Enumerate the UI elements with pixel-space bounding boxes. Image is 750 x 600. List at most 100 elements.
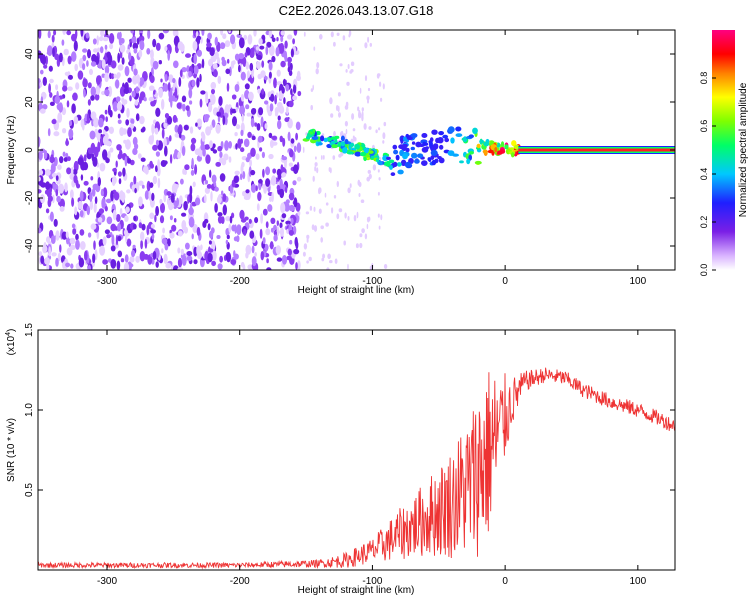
noise-blob: [253, 30, 257, 37]
noise-blob: [199, 73, 202, 83]
noise-blob: [217, 115, 221, 123]
noise-blob: [264, 100, 269, 105]
noise-blob: [292, 38, 295, 45]
noise-blob: [155, 139, 160, 146]
noise-blob: [215, 123, 221, 134]
noise-blob: [160, 202, 165, 214]
spectrogram-ridge: [302, 126, 675, 177]
noise-blob: [268, 71, 272, 79]
noise-blob: [163, 122, 168, 129]
noise-blob: [89, 130, 96, 140]
ridge-blob: [427, 157, 432, 162]
noise-blob: [93, 117, 99, 128]
noise-blob: [247, 131, 252, 138]
x-tick-label: -200: [230, 576, 250, 587]
noise-blob: [85, 32, 90, 39]
noise-blob: [219, 173, 226, 182]
noise-blob: [126, 107, 130, 118]
noise-blob: [217, 212, 223, 217]
noise-blob: [40, 255, 45, 264]
noise-blob: [62, 128, 67, 134]
noise-blob: [196, 49, 202, 57]
noise-blob: [43, 150, 48, 160]
noise-blob: [170, 96, 173, 108]
noise-blob: [83, 154, 87, 162]
noise-blob: [336, 32, 340, 36]
noise-blob: [239, 209, 245, 220]
noise-blob: [313, 206, 316, 212]
noise-blob: [130, 30, 134, 34]
noise-blob: [104, 89, 110, 96]
noise-blob: [107, 150, 111, 159]
noise-blob: [140, 231, 145, 241]
noise-blob: [347, 64, 350, 69]
y-tick-label: 20: [24, 96, 35, 108]
noise-blob: [243, 138, 250, 148]
noise-blob: [361, 228, 365, 234]
noise-blob: [277, 115, 281, 121]
noise-blob: [378, 127, 381, 131]
noise-blob: [277, 119, 282, 130]
ridge-blob: [320, 135, 325, 142]
noise-blob: [216, 111, 221, 117]
noise-blob: [38, 251, 43, 257]
noise-blob: [92, 183, 99, 190]
noise-blob: [101, 59, 106, 69]
noise-blob: [283, 97, 286, 105]
noise-blob: [189, 126, 194, 134]
noise-blob: [118, 178, 122, 185]
noise-blob: [158, 87, 164, 98]
noise-blob: [288, 192, 295, 201]
ridge-blob: [447, 126, 455, 133]
noise-blob: [366, 95, 370, 101]
noise-blob: [49, 101, 55, 107]
noise-blob: [183, 200, 188, 211]
noise-blob: [366, 223, 369, 230]
noise-blob: [169, 135, 172, 142]
ridge-blob: [414, 159, 420, 164]
noise-blob: [104, 72, 109, 83]
noise-blob: [91, 187, 96, 197]
noise-blob: [130, 118, 135, 125]
noise-blob: [154, 127, 159, 135]
noise-blob: [51, 34, 55, 43]
noise-blob: [214, 186, 219, 192]
noise-blob: [161, 98, 165, 110]
noise-blob: [149, 160, 153, 168]
noise-blob: [222, 115, 226, 126]
noise-blob: [167, 50, 171, 61]
noise-blob: [230, 259, 237, 265]
noise-blob: [216, 235, 221, 239]
ridge-blob: [476, 143, 481, 149]
noise-blob: [358, 109, 361, 117]
noise-blob: [166, 115, 173, 125]
noise-blob: [357, 106, 360, 112]
noise-blob: [329, 97, 333, 105]
noise-blob: [279, 178, 283, 190]
noise-blob: [176, 102, 182, 109]
noise-blob: [73, 160, 79, 172]
noise-blob: [101, 197, 106, 209]
noise-blob: [42, 76, 47, 86]
noise-blob: [105, 198, 112, 204]
noise-blob: [66, 100, 70, 108]
y-tick-label: 0.5: [24, 483, 35, 497]
noise-blob: [102, 187, 108, 198]
noise-blob: [214, 36, 218, 47]
noise-blob: [79, 229, 85, 236]
ridge-blob: [402, 143, 408, 148]
ridge-blob: [439, 144, 444, 150]
noise-blob: [251, 69, 254, 79]
noise-blob: [368, 216, 371, 222]
noise-blob: [109, 110, 113, 118]
noise-blob: [288, 229, 294, 236]
noise-blob: [51, 173, 58, 178]
ridge-blob: [466, 158, 471, 165]
noise-blob: [87, 147, 93, 155]
noise-blob: [208, 59, 213, 67]
noise-blob: [139, 30, 144, 34]
noise-blob: [123, 139, 127, 144]
noise-blob: [377, 169, 380, 173]
noise-blob: [276, 257, 283, 262]
noise-blob: [70, 51, 77, 62]
